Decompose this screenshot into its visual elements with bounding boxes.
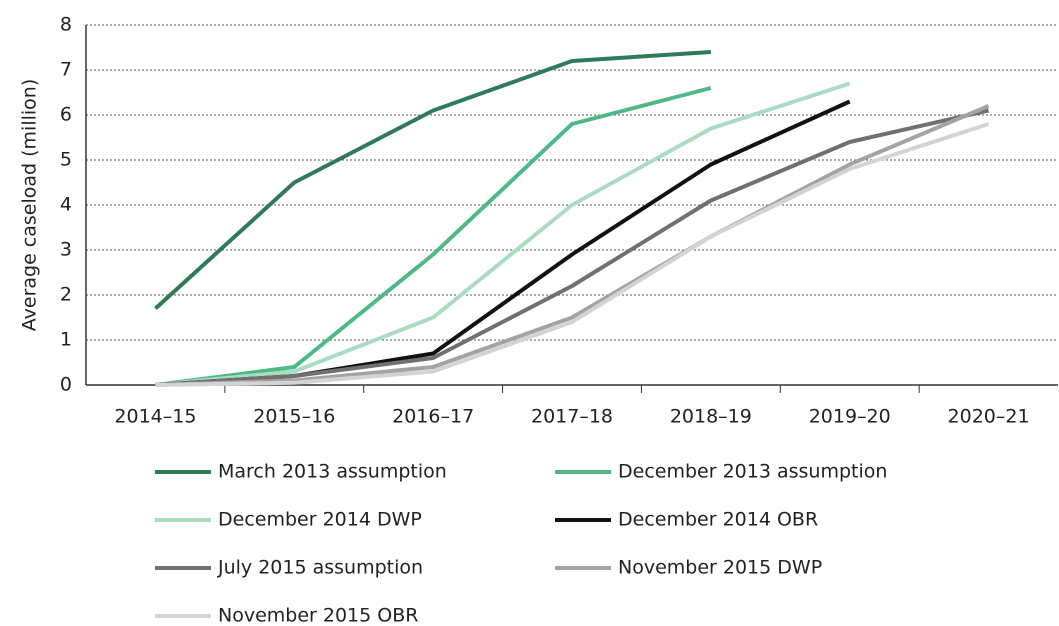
y-tick-label: 1 [60, 329, 72, 351]
y-tick-label: 0 [60, 374, 72, 396]
legend-label: December 2014 DWP [218, 509, 422, 531]
series-line [155, 81, 851, 387]
x-tick-label: 2019–20 [809, 406, 891, 428]
y-tick-label: 7 [60, 59, 72, 81]
legend-label: July 2015 assumption [217, 557, 423, 579]
y-tick-label: 2 [60, 284, 72, 306]
y-tick-label: 5 [60, 149, 72, 171]
y-tick-label: 3 [60, 239, 72, 261]
y-tick-label: 8 [60, 14, 72, 36]
legend-label: November 2015 DWP [618, 557, 822, 579]
legend-label: March 2013 assumption [218, 461, 447, 483]
x-tick-label: 2016–17 [392, 406, 474, 428]
x-tick-label: 2020–21 [948, 406, 1030, 428]
x-tick-label: 2015–16 [253, 406, 335, 428]
series-line [155, 86, 712, 387]
series-line [155, 104, 990, 387]
series-line [154, 50, 711, 310]
series-line [155, 108, 990, 387]
legend-label: November 2015 OBR [218, 605, 418, 626]
y-tick-label: 6 [60, 104, 72, 126]
series-line [155, 122, 990, 387]
legend-label: December 2013 assumption [618, 461, 887, 483]
y-tick-label: 4 [60, 194, 72, 216]
x-tick-label: 2018–19 [670, 406, 752, 428]
x-tick-label: 2017–18 [531, 406, 613, 428]
x-tick-label: 2014–15 [114, 406, 196, 428]
legend-label: December 2014 OBR [618, 509, 818, 531]
y-axis-label: Average caseload (million) [19, 79, 41, 332]
